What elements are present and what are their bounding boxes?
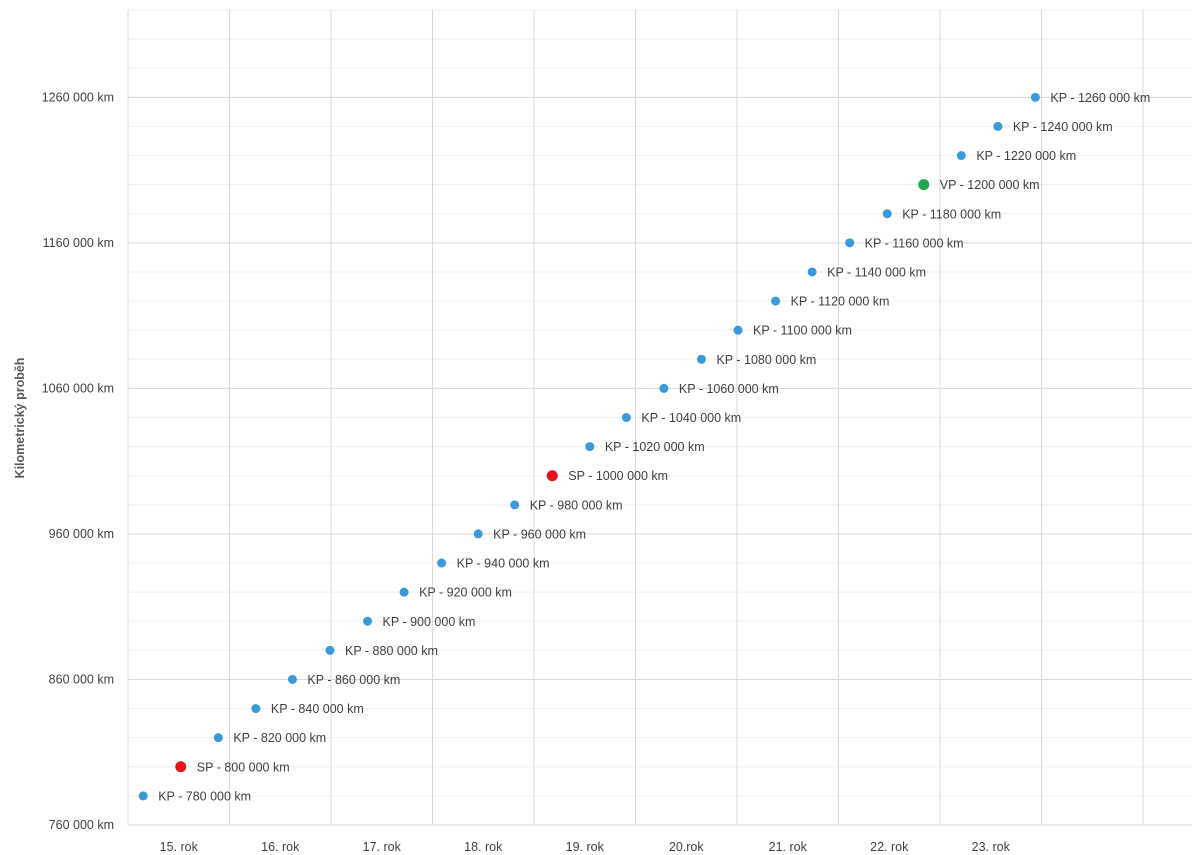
x-tick-label: 18. rok xyxy=(464,840,503,854)
x-tick-label: 23. rok xyxy=(972,840,1011,854)
data-point-kp xyxy=(251,704,261,714)
data-point-kp xyxy=(213,733,223,743)
data-labels: KP - 780 000 km SP - 800 000 km KP - 820 0… xyxy=(158,91,1150,804)
data-label: KP - 880 000 km xyxy=(345,644,438,658)
data-label: KP - 1120 000 km xyxy=(791,295,890,309)
data-label: KP - 1180 000 km xyxy=(902,207,1001,221)
data-point-kp xyxy=(845,238,855,248)
data-point-kp xyxy=(473,529,483,539)
data-label: KP - 1040 000 km xyxy=(641,411,741,425)
data-label: VP - 1200 000 km xyxy=(940,178,1040,192)
data-label: KP - 860 000 km xyxy=(307,673,400,687)
y-tick-label: 760 000 km xyxy=(49,818,114,832)
data-point-kp xyxy=(956,151,966,161)
y-tick-label: 960 000 km xyxy=(49,527,114,541)
data-label: KP - 1160 000 km xyxy=(865,236,964,250)
y-axis-title: Kilometrický proběh xyxy=(13,358,27,479)
data-point-vp xyxy=(918,179,930,191)
x-tick-label: 21. rok xyxy=(769,840,808,854)
data-label: KP - 1220 000 km xyxy=(976,149,1076,163)
y-tick-label: 1260 000 km xyxy=(42,90,114,104)
x-tick-label: 20.rok xyxy=(669,840,704,854)
data-label: KP - 1260 000 km xyxy=(1050,91,1150,105)
data-label: SP - 1000 000 km xyxy=(568,469,668,483)
data-point-kp xyxy=(510,500,520,510)
y-axis-ticks: 760 000 km 860 000 km 960 000 km 1060 000 k… xyxy=(42,90,114,832)
x-tick-label: 15. rok xyxy=(160,840,199,854)
data-label: KP - 1020 000 km xyxy=(605,440,705,454)
data-point-kp xyxy=(287,674,297,684)
data-label: KP - 1240 000 km xyxy=(1013,120,1113,134)
data-label: KP - 980 000 km xyxy=(530,498,623,512)
x-axis-ticks: 15. rok 16. rok 17. rok 18. rok 19. rok 20.ro… xyxy=(160,840,1011,854)
data-label: KP - 1100 000 km xyxy=(753,324,852,338)
data-point-kp xyxy=(771,296,781,306)
data-point-kp xyxy=(437,558,447,568)
data-label: KP - 1080 000 km xyxy=(716,353,816,367)
y-tick-label: 860 000 km xyxy=(49,672,114,686)
data-point-sp xyxy=(546,470,558,482)
data-label: KP - 820 000 km xyxy=(233,731,326,745)
data-point-kp xyxy=(993,121,1003,131)
data-points xyxy=(138,92,1040,801)
data-point-kp xyxy=(696,354,706,364)
data-label: KP - 940 000 km xyxy=(457,557,550,571)
data-label: KP - 840 000 km xyxy=(271,702,364,716)
data-point-kp xyxy=(399,587,409,597)
data-point-kp xyxy=(585,442,595,452)
data-point-kp xyxy=(363,616,373,626)
data-label: KP - 920 000 km xyxy=(419,586,512,600)
data-label: SP - 800 000 km xyxy=(197,760,290,774)
data-point-kp xyxy=(1030,92,1040,102)
data-point-kp xyxy=(807,267,817,277)
data-label: KP - 900 000 km xyxy=(383,615,476,629)
data-point-kp xyxy=(659,383,669,393)
x-tick-label: 17. rok xyxy=(363,840,402,854)
data-point-sp xyxy=(175,761,187,773)
x-tick-label: 16. rok xyxy=(261,840,300,854)
data-point-kp xyxy=(325,645,335,655)
x-tick-label: 22. rok xyxy=(870,840,909,854)
data-point-kp xyxy=(733,325,743,335)
x-tick-label: 19. rok xyxy=(566,840,605,854)
data-point-kp xyxy=(138,791,148,801)
data-label: KP - 780 000 km xyxy=(158,789,251,803)
data-label: KP - 1060 000 km xyxy=(679,382,779,396)
data-label: KP - 1140 000 km xyxy=(827,265,926,279)
data-point-kp xyxy=(882,209,892,219)
data-label: KP - 960 000 km xyxy=(493,527,586,541)
data-point-kp xyxy=(621,413,631,422)
grid-lines xyxy=(127,9,1192,826)
y-tick-label: 1160 000 km xyxy=(43,236,114,250)
y-tick-label: 1060 000 km xyxy=(42,381,114,395)
